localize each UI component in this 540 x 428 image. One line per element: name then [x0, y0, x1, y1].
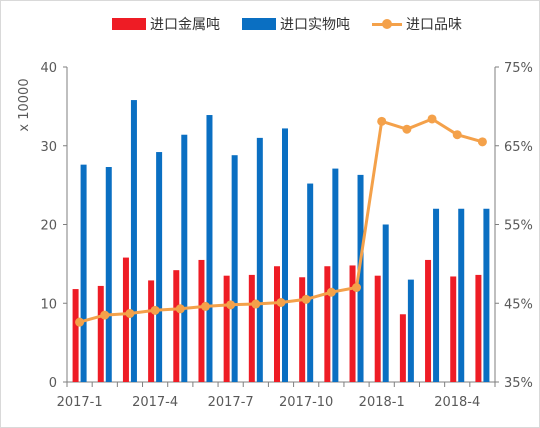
bar-metal-tons: [72, 289, 79, 382]
y-left-unit-label: x 10000: [17, 78, 32, 131]
point-grade: [377, 116, 387, 126]
bar-physical-tons: [332, 168, 339, 382]
legend-swatch-grade: [372, 18, 402, 30]
bar-metal-tons: [248, 274, 255, 382]
bar-physical-tons: [357, 174, 364, 382]
y-left-tick-label: 40: [40, 61, 57, 76]
line-grade-series: [79, 117, 483, 324]
point-grade: [226, 300, 236, 310]
point-grade: [477, 137, 487, 147]
y-left-tick-label: 10: [40, 297, 57, 312]
point-grade: [200, 301, 210, 311]
x-tick-label: 2018-1: [359, 395, 405, 410]
point-grade: [100, 310, 110, 320]
x-tick-label: 2017-4: [132, 395, 178, 410]
bar-physical-tons: [206, 115, 213, 382]
x-tick-label: 2017-10: [279, 395, 333, 410]
point-grade: [427, 114, 437, 124]
bar-physical-tons: [130, 100, 137, 382]
bar-metal-tons: [148, 280, 155, 382]
y-right-tick-label: 65%: [504, 140, 533, 155]
x-tick-label: 2018-4: [434, 395, 480, 410]
y-right-tick-label: 45%: [504, 297, 533, 312]
bar-physical-tons: [181, 134, 188, 382]
legend-item-metal-tons: 进口金属吨: [112, 14, 220, 34]
point-grade: [301, 294, 311, 304]
bar-physical-tons: [282, 128, 288, 382]
bar-metal-tons: [425, 259, 432, 382]
bar-physical-tons: [483, 208, 490, 382]
point-grade: [276, 297, 286, 307]
bar-physical-tons: [458, 208, 465, 382]
y-right-tick-label: 75%: [504, 61, 533, 76]
bar-metal-tons: [223, 275, 230, 382]
legend-item-physical-tons: 进口实物吨: [242, 14, 350, 34]
y-right-tick-label: 35%: [504, 376, 533, 391]
legend-label-grade: 进口品味: [406, 17, 462, 33]
legend-swatch-metal-tons: [112, 18, 146, 30]
y-left-tick-label: 30: [40, 140, 57, 155]
point-grade: [125, 308, 135, 318]
bar-physical-tons: [382, 224, 389, 382]
bar-physical-tons: [307, 183, 314, 382]
bar-metal-tons: [173, 270, 180, 382]
bar-physical-tons: [433, 208, 440, 382]
bar-metal-tons: [349, 265, 356, 382]
bar-physical-tons: [80, 164, 87, 382]
bar-metal-tons: [450, 276, 457, 382]
x-tick-label: 2017-1: [57, 395, 103, 410]
x-tick-label: 2017-7: [208, 395, 254, 410]
point-grade: [326, 287, 336, 297]
point-grade: [175, 304, 185, 314]
y-left-tick-label: 20: [40, 219, 57, 234]
point-grade: [150, 305, 160, 315]
bar-metal-tons: [97, 285, 104, 382]
point-grade: [452, 130, 462, 140]
bar-metal-tons: [475, 274, 482, 382]
point-grade: [402, 124, 412, 134]
legend-item-grade: 进口品味: [372, 14, 462, 34]
y-right-tick-label: 55%: [504, 219, 533, 234]
bar-physical-tons: [256, 137, 263, 382]
chart-legend: 进口金属吨 进口实物吨 进口品味: [112, 14, 484, 34]
legend-swatch-physical-tons: [242, 18, 276, 30]
bar-metal-tons: [374, 275, 381, 382]
bar-metal-tons: [122, 257, 129, 382]
legend-label-physical-tons: 进口实物吨: [280, 17, 350, 33]
point-grade: [75, 317, 85, 327]
bar-metal-tons: [274, 266, 280, 382]
bar-metal-tons: [324, 266, 331, 382]
point-grade: [251, 299, 261, 309]
bar-physical-tons: [407, 279, 414, 382]
bar-physical-tons: [156, 152, 163, 382]
bar-metal-tons: [198, 259, 205, 382]
point-grade: [352, 283, 362, 292]
y-left-tick-label: 0: [49, 376, 57, 391]
legend-label-metal-tons: 进口金属吨: [150, 17, 220, 33]
bar-metal-tons: [399, 314, 406, 382]
bar-physical-tons: [105, 167, 112, 382]
bar-metal-tons: [299, 277, 306, 382]
bar-physical-tons: [231, 155, 238, 382]
